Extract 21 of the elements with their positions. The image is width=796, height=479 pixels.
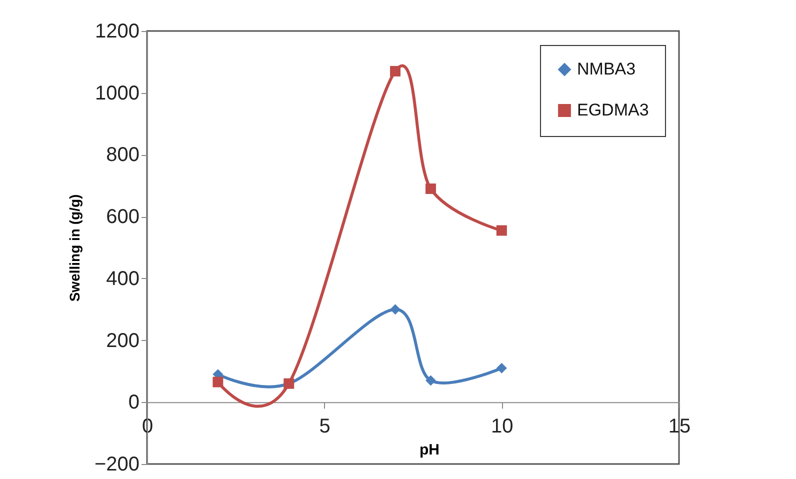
legend-label: NMBA3 bbox=[577, 60, 636, 78]
point bbox=[496, 225, 507, 236]
point bbox=[425, 375, 436, 386]
y-tick-label: 200 bbox=[106, 330, 140, 352]
y-axis-title: Swelling in (g/g) bbox=[66, 194, 82, 302]
legend-label: EGDMA3 bbox=[577, 100, 649, 120]
y-tick-label: 1200 bbox=[95, 20, 140, 42]
point bbox=[390, 304, 401, 315]
x-tick-label: 5 bbox=[319, 416, 330, 438]
x-axis-title: pH bbox=[420, 442, 440, 458]
y-tick-label: 1000 bbox=[95, 82, 140, 104]
y-tick-label: 0 bbox=[128, 392, 140, 414]
x-tick-label: 10 bbox=[491, 416, 514, 438]
point bbox=[496, 362, 507, 374]
y-tick-label: 600 bbox=[106, 206, 140, 228]
point bbox=[390, 66, 401, 76]
point bbox=[425, 183, 436, 194]
point bbox=[212, 376, 224, 388]
y-tick-label: 400 bbox=[106, 268, 140, 290]
y-tick-label: −200 bbox=[94, 454, 140, 476]
y-tick-label: 800 bbox=[106, 144, 140, 166]
